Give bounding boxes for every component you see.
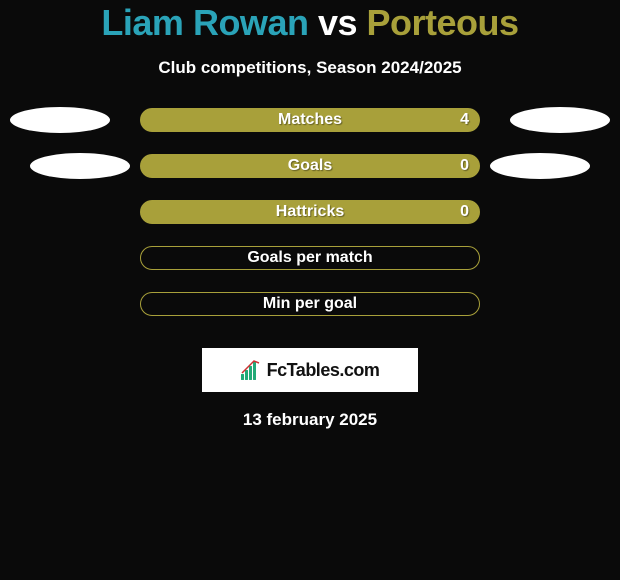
player2-oval: [490, 153, 590, 179]
stat-label: Min per goal: [263, 295, 357, 313]
stat-bar-wrap: Min per goal: [140, 292, 480, 316]
stat-bar: Goals per match: [140, 246, 480, 270]
title-player1: Liam Rowan: [101, 2, 308, 43]
fctables-icon: [241, 360, 263, 380]
player1-oval: [10, 107, 110, 133]
stat-bar-wrap: Hattricks 0: [140, 200, 480, 224]
logo-text: FcTables.com: [267, 360, 380, 381]
stat-row: Hattricks 0: [0, 200, 620, 246]
stat-label: Goals per match: [247, 249, 372, 267]
stat-bar-wrap: Goals 0: [140, 154, 480, 178]
logo: FcTables.com: [241, 360, 380, 381]
stat-bar: Goals 0: [140, 154, 480, 178]
stat-value: 4: [460, 111, 469, 129]
stat-bar: Min per goal: [140, 292, 480, 316]
stat-row: Goals per match: [0, 246, 620, 292]
stat-bar: Hattricks 0: [140, 200, 480, 224]
subtitle: Club competitions, Season 2024/2025: [0, 58, 620, 78]
comparison-infographic: Liam Rowan vs Porteous Club competitions…: [0, 0, 620, 430]
stat-label: Hattricks: [276, 203, 344, 221]
date-text: 13 february 2025: [0, 410, 620, 430]
stat-value: 0: [460, 157, 469, 175]
stat-bar-wrap: Goals per match: [140, 246, 480, 270]
player1-oval: [30, 153, 130, 179]
stat-row: Goals 0: [0, 154, 620, 200]
title-player2: Porteous: [367, 2, 519, 43]
title-vs: vs: [318, 2, 357, 43]
stat-label: Goals: [288, 157, 332, 175]
stat-bar-wrap: Matches 4: [140, 108, 480, 132]
page-title: Liam Rowan vs Porteous: [0, 2, 620, 44]
stat-row: Matches 4: [0, 108, 620, 154]
stat-row: Min per goal: [0, 292, 620, 338]
logo-box: FcTables.com: [202, 348, 418, 392]
player2-oval: [510, 107, 610, 133]
stat-label: Matches: [278, 111, 342, 129]
stat-bar: Matches 4: [140, 108, 480, 132]
stat-value: 0: [460, 203, 469, 221]
stat-rows: Matches 4 Goals 0 Hattricks 0 Goals per match M…: [0, 108, 620, 338]
